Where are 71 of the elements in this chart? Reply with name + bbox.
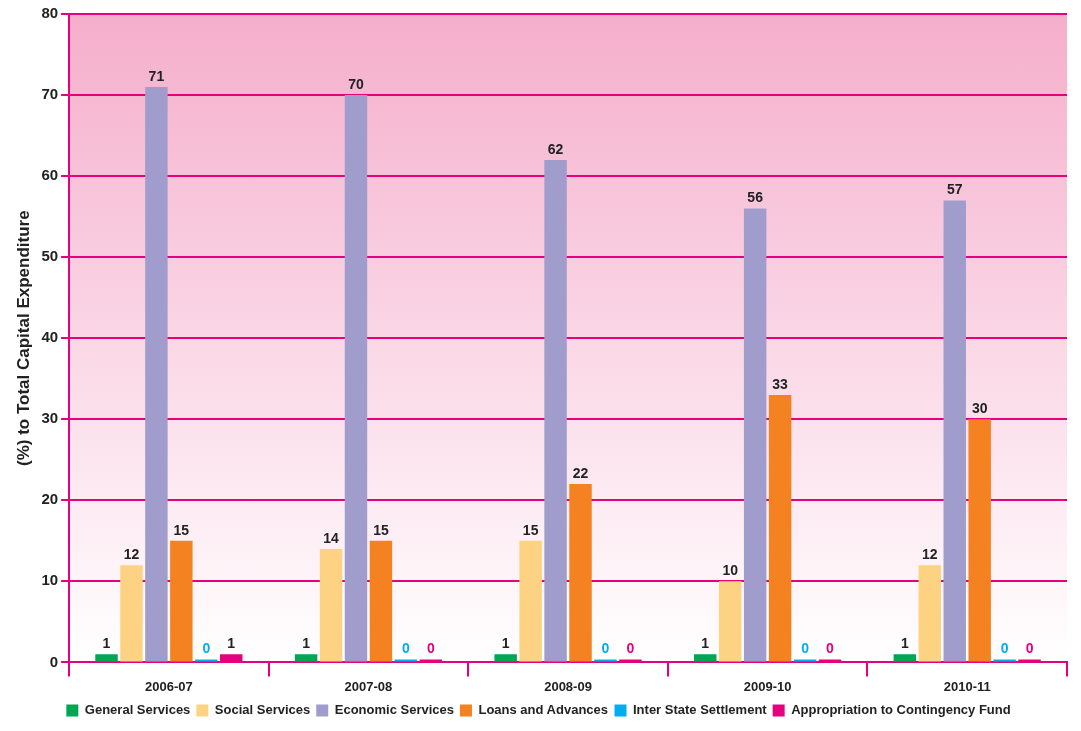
data-label: 15 [373,521,389,538]
data-label: 14 [323,529,340,546]
data-label: 57 [946,181,963,198]
data-label: 1 [501,635,510,652]
bar [344,95,368,662]
data-label: 15 [522,521,539,538]
data-label: 10 [722,562,739,579]
bar [943,200,966,662]
data-label: 0 [1025,640,1034,657]
data-label: 0 [601,640,610,657]
bar [319,548,343,662]
legend-label: Economic Services [334,702,454,718]
bar [918,565,942,662]
y-tick-label: 70 [41,85,59,103]
data-label: 0 [202,640,211,657]
data-label: 0 [401,640,410,657]
bar [519,540,542,662]
x-tick-label: 2009-10 [743,678,792,694]
bar [120,565,143,662]
bar [893,654,917,662]
data-label: 1 [900,635,909,652]
y-axis-title: (%) to Total Capital Expenditure [13,210,33,467]
data-label: 1 [701,635,710,652]
legend-label: Inter State Settlement [633,702,768,718]
bar [95,654,118,662]
data-label: 33 [772,375,789,392]
y-tick-label: 50 [41,247,59,265]
bar [569,484,592,662]
data-label: 12 [922,546,938,562]
y-tick-label: 0 [49,652,59,670]
x-tick-label: 2007-08 [344,678,393,694]
bar [768,394,792,662]
bar [494,654,517,662]
bar [544,159,567,662]
data-label: 62 [547,140,564,157]
data-label: 71 [148,67,165,84]
bar [718,581,742,662]
data-label: 0 [626,640,635,657]
bar [694,654,717,662]
data-label: 22 [572,464,589,481]
legend-label: General Services [84,702,191,718]
bar [369,540,393,662]
y-tick-label: 30 [41,409,59,427]
y-tick-label: 10 [41,571,59,589]
data-label: 12 [123,546,140,562]
data-label: 1 [102,635,111,652]
data-label: 0 [426,640,435,657]
legend-label: Appropriation to Contingency Fund [791,702,1011,718]
y-tick-label: 60 [41,166,59,184]
bar [145,86,168,662]
bar [968,419,991,662]
data-label: 1 [227,635,236,652]
legend-label: Loans and Advances [478,702,609,718]
data-label: 0 [826,640,835,657]
data-label: 15 [173,521,190,538]
y-tick-label: 20 [41,490,59,508]
legend-label: Social Services [214,702,311,718]
bar [294,654,318,662]
bar [170,540,193,662]
x-tick-label: 2010-11 [943,678,991,694]
y-tick-label: 80 [41,4,59,22]
data-label: 70 [348,75,364,92]
y-tick-label: 40 [41,328,59,346]
x-tick-label: 2008-09 [544,678,592,694]
x-tick-label: 2006-07 [145,678,193,694]
data-label: 1 [302,635,311,652]
data-label: 0 [801,640,810,657]
bar [743,208,767,662]
data-label: 0 [1000,640,1009,657]
data-label: 30 [971,400,988,417]
data-label: 56 [747,189,764,206]
